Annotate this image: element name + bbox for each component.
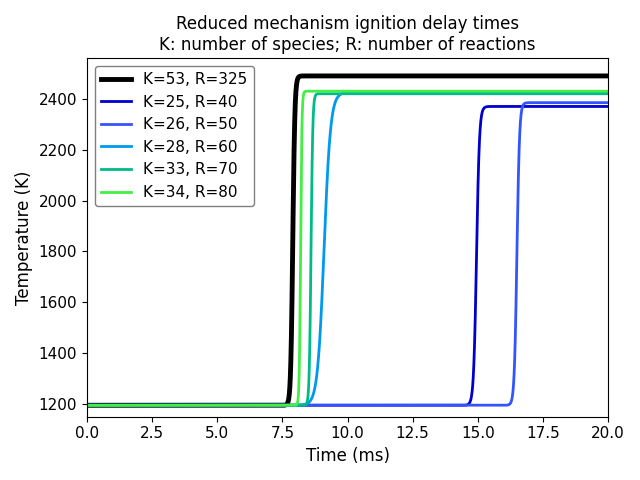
K=34, R=80 bbox=[185, 402, 193, 408]
K=26, R=50 bbox=[105, 402, 113, 408]
K=26, R=50 bbox=[85, 402, 93, 408]
K=25, R=40 bbox=[577, 104, 584, 109]
K=33, R=70 bbox=[83, 402, 91, 408]
K=28, R=60 bbox=[338, 91, 346, 97]
K=53, R=325 bbox=[577, 73, 584, 79]
K=53, R=325 bbox=[604, 73, 612, 79]
K=53, R=325 bbox=[105, 402, 113, 408]
K=28, R=60 bbox=[604, 90, 612, 96]
K=33, R=70 bbox=[338, 91, 346, 96]
K=28, R=60 bbox=[85, 402, 93, 408]
K=26, R=50 bbox=[577, 100, 584, 106]
K=25, R=40 bbox=[114, 402, 122, 408]
K=34, R=80 bbox=[604, 88, 612, 94]
K=26, R=50 bbox=[114, 402, 122, 408]
K=25, R=40 bbox=[83, 402, 91, 408]
Line: K=33, R=70: K=33, R=70 bbox=[87, 94, 608, 405]
K=25, R=40 bbox=[604, 104, 612, 109]
K=26, R=50 bbox=[185, 402, 193, 408]
Title: Reduced mechanism ignition delay times
K: number of species; R: number of reacti: Reduced mechanism ignition delay times K… bbox=[159, 15, 536, 54]
K=53, R=325 bbox=[85, 402, 93, 408]
K=33, R=70 bbox=[577, 91, 584, 96]
Line: K=26, R=50: K=26, R=50 bbox=[87, 103, 608, 405]
K=34, R=80 bbox=[577, 88, 584, 94]
Line: K=53, R=325: K=53, R=325 bbox=[87, 76, 608, 405]
K=53, R=325 bbox=[185, 402, 193, 408]
Line: K=28, R=60: K=28, R=60 bbox=[87, 93, 608, 405]
K=33, R=70 bbox=[604, 91, 612, 96]
K=25, R=40 bbox=[105, 402, 113, 408]
Y-axis label: Temperature (K): Temperature (K) bbox=[15, 170, 33, 305]
K=34, R=80 bbox=[320, 88, 328, 94]
K=34, R=80 bbox=[338, 88, 346, 94]
K=26, R=50 bbox=[604, 100, 612, 106]
Line: K=34, R=80: K=34, R=80 bbox=[87, 91, 608, 405]
K=53, R=325 bbox=[114, 402, 122, 408]
K=34, R=80 bbox=[114, 402, 122, 408]
K=34, R=80 bbox=[85, 402, 93, 408]
K=33, R=70 bbox=[105, 402, 113, 408]
K=33, R=70 bbox=[185, 402, 193, 408]
K=33, R=70 bbox=[338, 91, 346, 96]
K=25, R=40 bbox=[524, 104, 532, 109]
K=25, R=40 bbox=[185, 402, 193, 408]
K=53, R=325 bbox=[338, 73, 346, 79]
K=26, R=50 bbox=[83, 402, 91, 408]
K=28, R=60 bbox=[436, 90, 444, 96]
K=53, R=325 bbox=[326, 73, 334, 79]
K=25, R=40 bbox=[338, 402, 346, 408]
K=34, R=80 bbox=[105, 402, 113, 408]
K=28, R=60 bbox=[577, 90, 584, 96]
K=25, R=40 bbox=[85, 402, 93, 408]
X-axis label: Time (ms): Time (ms) bbox=[305, 447, 390, 465]
K=28, R=60 bbox=[185, 402, 193, 408]
K=26, R=50 bbox=[559, 100, 567, 106]
Legend: K=53, R=325, K=25, R=40, K=26, R=50, K=28, R=60, K=33, R=70, K=34, R=80: K=53, R=325, K=25, R=40, K=26, R=50, K=2… bbox=[95, 66, 254, 206]
K=33, R=70 bbox=[85, 402, 93, 408]
K=26, R=50 bbox=[338, 402, 346, 408]
K=28, R=60 bbox=[83, 402, 91, 408]
K=28, R=60 bbox=[105, 402, 113, 408]
K=33, R=70 bbox=[114, 402, 122, 408]
K=28, R=60 bbox=[114, 402, 122, 408]
K=53, R=325 bbox=[83, 402, 91, 408]
Line: K=25, R=40: K=25, R=40 bbox=[87, 107, 608, 405]
K=34, R=80 bbox=[83, 402, 91, 408]
